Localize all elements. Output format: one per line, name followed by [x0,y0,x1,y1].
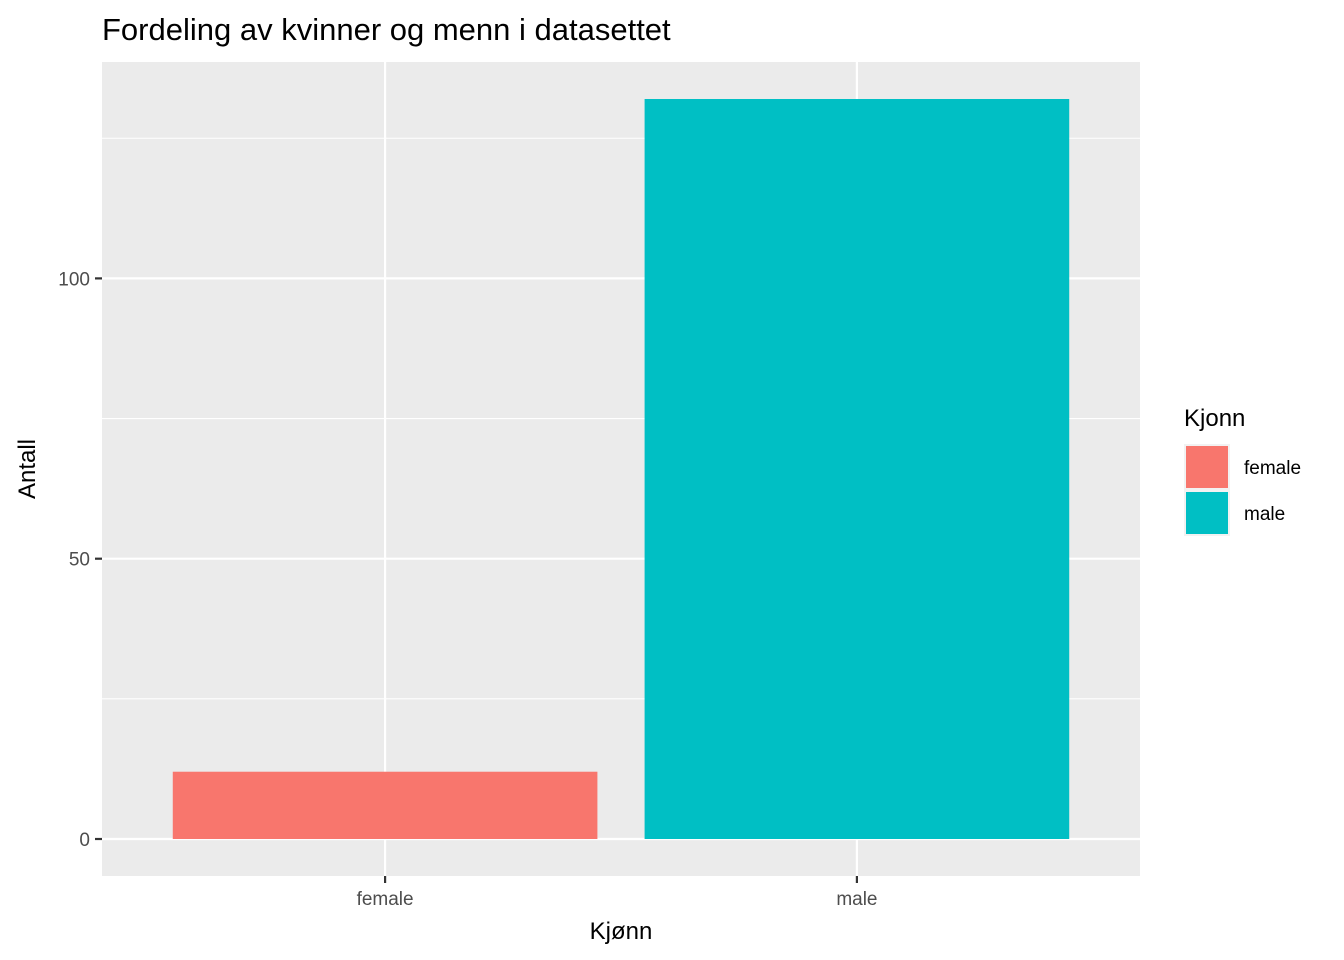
legend-label-male: male [1244,504,1285,525]
chart-title: Fordeling av kvinner og menn i datasette… [102,12,671,47]
legend-swatch-female [1186,446,1228,488]
y-tick-label: 50 [69,550,90,571]
y-tick-label: 100 [58,269,90,290]
y-tick-label: 0 [79,830,90,851]
bar-female [172,771,598,839]
x-axis: female male [357,876,878,910]
legend-title: Kjonn [1184,405,1245,432]
y-axis-title: Antall [14,439,41,499]
x-tick-label: male [836,889,877,910]
x-axis-title: Kjønn [590,918,653,945]
legend: Kjonn female male [1184,405,1301,536]
bars [172,99,1070,839]
bar-male [644,99,1070,839]
legend-swatch-male [1186,492,1228,534]
x-tick-label: female [357,889,414,910]
legend-items: female male [1184,444,1301,536]
legend-label-female: female [1244,458,1301,479]
y-axis: 0 50 100 [58,269,102,851]
